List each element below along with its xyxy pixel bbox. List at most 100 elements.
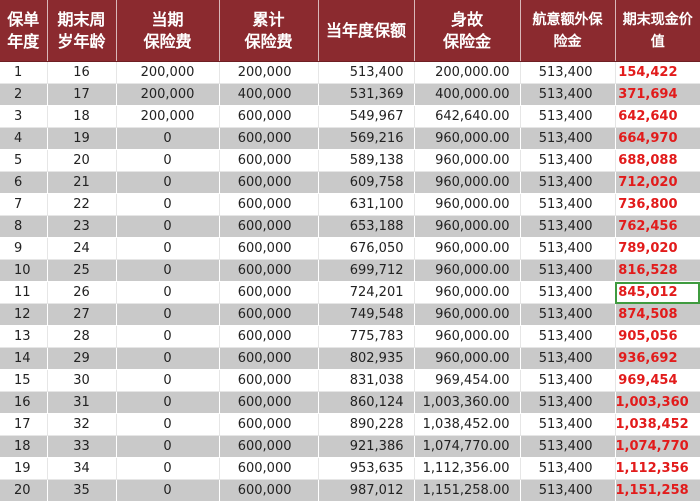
- cell-death-benefit[interactable]: 969,454.00: [414, 369, 521, 392]
- cell-age[interactable]: 22: [47, 193, 117, 216]
- cell-cumulative-premium[interactable]: 600,000: [219, 281, 319, 304]
- cell-death-benefit[interactable]: 1,003,360.00: [414, 391, 521, 414]
- cell-current-premium[interactable]: 0: [116, 127, 220, 150]
- cell-flight-accident-benefit[interactable]: 513,400: [520, 391, 616, 414]
- cell-policy-year[interactable]: 7: [0, 193, 48, 216]
- cell-current-premium[interactable]: 0: [116, 259, 220, 282]
- cell-age[interactable]: 19: [47, 127, 117, 150]
- cell-cumulative-premium[interactable]: 600,000: [219, 325, 319, 348]
- cell-flight-accident-benefit[interactable]: 513,400: [520, 325, 616, 348]
- cell-current-premium[interactable]: 0: [116, 479, 220, 502]
- cell-death-benefit[interactable]: 960,000.00: [414, 325, 521, 348]
- cell-death-benefit[interactable]: 960,000.00: [414, 259, 521, 282]
- cell-annual-sum-insured[interactable]: 890,228: [318, 413, 415, 436]
- header-cumulative-premium[interactable]: 累计 保险费: [219, 0, 319, 62]
- cell-flight-accident-benefit[interactable]: 513,400: [520, 435, 616, 458]
- cell-policy-year[interactable]: 19: [0, 457, 48, 480]
- cell-annual-sum-insured[interactable]: 775,783: [318, 325, 415, 348]
- cell-current-premium[interactable]: 0: [116, 215, 220, 238]
- cell-annual-sum-insured[interactable]: 831,038: [318, 369, 415, 392]
- cell-age[interactable]: 23: [47, 215, 117, 238]
- cell-cumulative-premium[interactable]: 600,000: [219, 413, 319, 436]
- header-age[interactable]: 期末周 岁年龄: [47, 0, 117, 62]
- cell-cash-value[interactable]: 816,528: [615, 259, 700, 282]
- cell-current-premium[interactable]: 0: [116, 237, 220, 260]
- cell-policy-year[interactable]: 15: [0, 369, 48, 392]
- cell-cumulative-premium[interactable]: 600,000: [219, 105, 319, 128]
- cell-death-benefit[interactable]: 400,000.00: [414, 83, 521, 106]
- cell-annual-sum-insured[interactable]: 699,712: [318, 259, 415, 282]
- cell-flight-accident-benefit[interactable]: 513,400: [520, 61, 616, 84]
- cell-annual-sum-insured[interactable]: 749,548: [318, 303, 415, 326]
- cell-death-benefit[interactable]: 1,038,452.00: [414, 413, 521, 436]
- header-cash-value[interactable]: 期末现金价 值: [615, 0, 700, 62]
- cell-flight-accident-benefit[interactable]: 513,400: [520, 303, 616, 326]
- cell-age[interactable]: 16: [47, 61, 117, 84]
- cell-annual-sum-insured[interactable]: 653,188: [318, 215, 415, 238]
- cell-policy-year[interactable]: 1: [0, 61, 48, 84]
- cell-cumulative-premium[interactable]: 600,000: [219, 171, 319, 194]
- cell-cumulative-premium[interactable]: 600,000: [219, 215, 319, 238]
- cell-age[interactable]: 17: [47, 83, 117, 106]
- cell-cash-value[interactable]: 874,508: [615, 303, 700, 326]
- cell-cumulative-premium[interactable]: 600,000: [219, 237, 319, 260]
- cell-policy-year[interactable]: 4: [0, 127, 48, 150]
- cell-death-benefit[interactable]: 960,000.00: [414, 193, 521, 216]
- cell-cash-value[interactable]: 1,112,356: [615, 457, 700, 480]
- cell-cumulative-premium[interactable]: 600,000: [219, 259, 319, 282]
- cell-policy-year[interactable]: 11: [0, 281, 48, 304]
- cell-flight-accident-benefit[interactable]: 513,400: [520, 105, 616, 128]
- cell-cash-value[interactable]: 762,456: [615, 215, 700, 238]
- cell-flight-accident-benefit[interactable]: 513,400: [520, 149, 616, 172]
- cell-death-benefit[interactable]: 960,000.00: [414, 215, 521, 238]
- cell-cumulative-premium[interactable]: 400,000: [219, 83, 319, 106]
- header-flight-accident-benefit[interactable]: 航意额外保 险金: [520, 0, 616, 62]
- cell-policy-year[interactable]: 3: [0, 105, 48, 128]
- cell-annual-sum-insured[interactable]: 921,386: [318, 435, 415, 458]
- cell-current-premium[interactable]: 0: [116, 193, 220, 216]
- cell-current-premium[interactable]: 0: [116, 435, 220, 458]
- cell-death-benefit[interactable]: 960,000.00: [414, 127, 521, 150]
- cell-age[interactable]: 20: [47, 149, 117, 172]
- header-annual-sum-insured[interactable]: 当年度保额: [318, 0, 415, 62]
- cell-flight-accident-benefit[interactable]: 513,400: [520, 171, 616, 194]
- cell-age[interactable]: 26: [47, 281, 117, 304]
- cell-policy-year[interactable]: 20: [0, 479, 48, 502]
- cell-age[interactable]: 35: [47, 479, 117, 502]
- cell-cash-value[interactable]: 736,800: [615, 193, 700, 216]
- cell-policy-year[interactable]: 8: [0, 215, 48, 238]
- cell-age[interactable]: 21: [47, 171, 117, 194]
- cell-cash-value[interactable]: 664,970: [615, 127, 700, 150]
- cell-cash-value[interactable]: 969,454: [615, 369, 700, 392]
- cell-cash-value[interactable]: 371,694: [615, 83, 700, 106]
- cell-annual-sum-insured[interactable]: 802,935: [318, 347, 415, 370]
- cell-annual-sum-insured[interactable]: 724,201: [318, 281, 415, 304]
- cell-annual-sum-insured[interactable]: 609,758: [318, 171, 415, 194]
- cell-flight-accident-benefit[interactable]: 513,400: [520, 215, 616, 238]
- cell-current-premium[interactable]: 0: [116, 347, 220, 370]
- cell-age[interactable]: 18: [47, 105, 117, 128]
- cell-policy-year[interactable]: 16: [0, 391, 48, 414]
- cell-cash-value[interactable]: 1,003,360: [615, 391, 700, 414]
- cell-policy-year[interactable]: 12: [0, 303, 48, 326]
- cell-current-premium[interactable]: 200,000: [116, 105, 220, 128]
- cell-flight-accident-benefit[interactable]: 513,400: [520, 281, 616, 304]
- cell-flight-accident-benefit[interactable]: 513,400: [520, 237, 616, 260]
- cell-cumulative-premium[interactable]: 600,000: [219, 303, 319, 326]
- cell-death-benefit[interactable]: 960,000.00: [414, 171, 521, 194]
- cell-annual-sum-insured[interactable]: 676,050: [318, 237, 415, 260]
- cell-policy-year[interactable]: 18: [0, 435, 48, 458]
- cell-age[interactable]: 34: [47, 457, 117, 480]
- cell-annual-sum-insured[interactable]: 549,967: [318, 105, 415, 128]
- cell-current-premium[interactable]: 0: [116, 369, 220, 392]
- cell-cash-value[interactable]: 688,088: [615, 149, 700, 172]
- cell-age[interactable]: 31: [47, 391, 117, 414]
- cell-cumulative-premium[interactable]: 600,000: [219, 369, 319, 392]
- cell-cash-value[interactable]: 712,020: [615, 171, 700, 194]
- cell-policy-year[interactable]: 9: [0, 237, 48, 260]
- cell-current-premium[interactable]: 0: [116, 325, 220, 348]
- cell-policy-year[interactable]: 10: [0, 259, 48, 282]
- cell-cumulative-premium[interactable]: 600,000: [219, 193, 319, 216]
- cell-annual-sum-insured[interactable]: 513,400: [318, 61, 415, 84]
- cell-flight-accident-benefit[interactable]: 513,400: [520, 127, 616, 150]
